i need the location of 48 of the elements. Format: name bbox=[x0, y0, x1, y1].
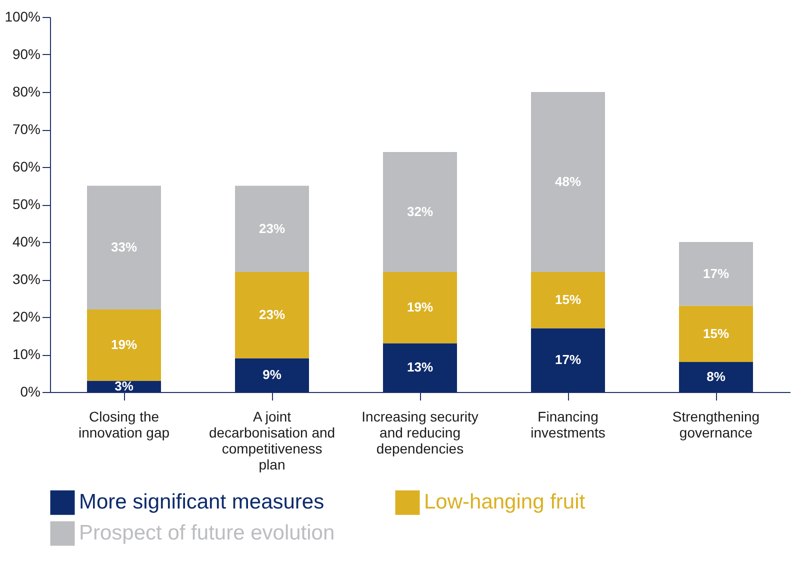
x-tick-label: Financing investments bbox=[530, 408, 606, 440]
data-label: 23% bbox=[258, 220, 286, 236]
x-tick-label: A joint decarbonisation and competitiveness plan bbox=[208, 408, 336, 472]
data-label: 17% bbox=[554, 352, 582, 368]
bar bbox=[531, 92, 605, 272]
x-tick-label: Strengthening governance bbox=[672, 408, 760, 440]
bar bbox=[679, 306, 753, 362]
legend-label: Low-hanging fruit bbox=[424, 490, 586, 514]
data-label: 15% bbox=[702, 326, 730, 341]
data-label: 19% bbox=[406, 300, 434, 315]
bar bbox=[531, 328, 605, 392]
y-tick-label: 60% bbox=[12, 158, 40, 174]
bar bbox=[235, 186, 309, 272]
bar bbox=[235, 358, 309, 392]
bar bbox=[383, 152, 457, 272]
data-label: 8% bbox=[706, 369, 726, 384]
y-tick-label: 50% bbox=[12, 196, 40, 212]
y-tick-label: 70% bbox=[12, 121, 40, 137]
x-tick-label: Increasing security and reducing dependencies bbox=[362, 408, 478, 456]
y-tick-label: 0% bbox=[20, 384, 40, 400]
data-label: 23% bbox=[258, 307, 286, 322]
y-tick-label: 20% bbox=[12, 308, 40, 324]
y-tick-label: 80% bbox=[12, 84, 40, 100]
bar bbox=[679, 362, 753, 392]
data-label: 32% bbox=[406, 204, 434, 219]
y-tick-label: 40% bbox=[12, 234, 40, 250]
y-tick-label: 100% bbox=[4, 8, 40, 24]
legend-label: More significant measures bbox=[79, 490, 324, 514]
bar bbox=[383, 343, 457, 392]
data-label: 17% bbox=[702, 266, 730, 281]
bar bbox=[531, 272, 605, 328]
y-tick-label: 90% bbox=[12, 46, 40, 62]
data-label: 3% bbox=[114, 378, 134, 394]
data-label: 33% bbox=[110, 240, 138, 255]
data-label: 48% bbox=[554, 174, 582, 189]
data-label: 9% bbox=[262, 367, 282, 382]
y-tick-label: 10% bbox=[12, 346, 40, 362]
bar bbox=[87, 310, 161, 381]
bar bbox=[87, 186, 161, 310]
data-label: 15% bbox=[554, 292, 582, 308]
bar bbox=[679, 242, 753, 306]
x-tick-label: Closing the innovation gap bbox=[78, 408, 170, 440]
bar bbox=[235, 272, 309, 358]
data-label: 19% bbox=[110, 337, 138, 352]
y-tick-label: 30% bbox=[12, 271, 40, 287]
bar bbox=[383, 272, 457, 344]
data-label: 13% bbox=[406, 360, 434, 375]
legend-label: Prospect of future evolution bbox=[79, 522, 335, 544]
